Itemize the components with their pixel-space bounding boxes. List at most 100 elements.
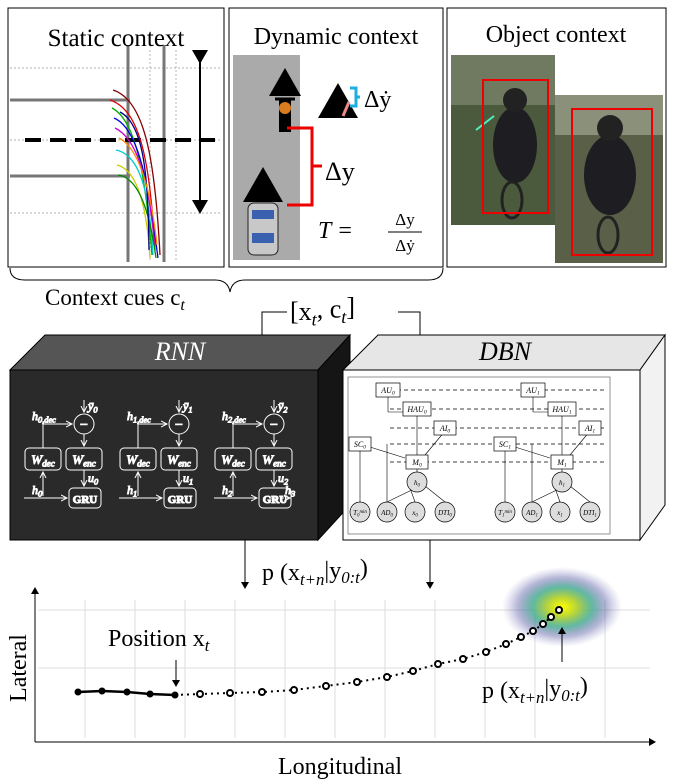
w-enc-label: Wenc <box>72 452 95 469</box>
text-part: 0 <box>424 410 427 416</box>
ybar-label: ȳ0 <box>87 399 98 415</box>
text-part: 3 <box>290 490 295 499</box>
text-part: 1 <box>188 406 192 415</box>
text-part: W <box>72 452 84 467</box>
text-part: 0 <box>449 513 452 518</box>
text-part: [x <box>290 297 312 326</box>
plot: Position xt p (xt+n|y0:t) Lateral Longit… <box>6 567 656 780</box>
text-part: u <box>278 471 284 485</box>
dbn-node <box>348 436 372 452</box>
output-label: p (xt+n|y0:t) <box>262 556 368 589</box>
prediction-label: p (xt+n|y0:t) <box>482 674 588 707</box>
dbn-node-label: HAU0 <box>406 405 426 416</box>
object-panel: Object context <box>446 7 667 268</box>
text-part: AU <box>380 386 393 395</box>
text-part: 2,dec <box>228 416 246 425</box>
text-part: p (x <box>482 678 520 704</box>
h-dec-label: h0,dec <box>32 409 56 425</box>
dbn-node-label: AI1 <box>584 424 596 435</box>
ttc-lhs: T = <box>318 218 353 244</box>
text-part: M <box>411 458 420 467</box>
h-label: h0 <box>32 483 43 499</box>
minus-sign: − <box>175 418 183 433</box>
text-part: 0 <box>392 391 395 397</box>
rnn-title: RNN <box>154 337 207 366</box>
dbn-node <box>520 382 546 398</box>
text-part: AD <box>380 509 390 517</box>
text-part: 1 <box>569 410 572 416</box>
text-part: 1 <box>133 490 137 499</box>
edge <box>137 424 167 448</box>
h-dec-label: h2,dec <box>222 409 246 425</box>
text-part: t <box>341 307 347 327</box>
text-part: 0 <box>38 490 43 499</box>
text-part: dec <box>232 459 245 469</box>
edge <box>232 424 262 448</box>
brace <box>9 267 444 293</box>
text-part: h <box>559 479 563 487</box>
text-part: Position x <box>108 626 205 652</box>
text-part: HAU <box>406 405 425 414</box>
panel-title: Object context <box>486 22 627 48</box>
dbn-edge <box>424 485 446 503</box>
x-axis-label: Longitudinal <box>278 754 402 780</box>
text-part: 1 <box>563 483 565 488</box>
text-part: 2 <box>228 490 232 499</box>
text-part: x <box>411 509 416 517</box>
text-part: h <box>127 409 133 423</box>
text-part: h <box>285 483 291 497</box>
dbn-edge <box>369 446 406 459</box>
text-part: DTI <box>437 509 450 517</box>
text-part: dec <box>137 459 150 469</box>
w-dec-label: Wdec <box>221 452 244 469</box>
input-label: [xt, ct] <box>290 292 355 329</box>
gru-box <box>163 487 197 509</box>
text-part: |y <box>544 676 561 702</box>
y-axis-label: Lateral <box>6 634 32 702</box>
text-part: W <box>221 452 233 467</box>
ttc-den: Δẏ <box>395 236 415 255</box>
context-cues: Context cues ct <box>45 285 185 314</box>
text-part: SC <box>499 440 509 449</box>
text-part: h <box>32 483 38 497</box>
text-part: h <box>32 409 38 423</box>
text-part: , c <box>317 295 342 324</box>
delta-y: Δy <box>325 157 355 186</box>
text-part: T <box>353 509 358 517</box>
dbn-title: DBN <box>478 337 533 366</box>
text-part: ȳ <box>87 399 94 413</box>
text-part: 0 <box>94 478 99 487</box>
dbn-node <box>578 420 602 436</box>
text-part: u <box>183 471 189 485</box>
minus-sign: − <box>80 418 88 433</box>
dbn-node <box>494 501 516 523</box>
text-part: HAU <box>551 405 570 414</box>
text-part: ] <box>346 292 355 321</box>
h-label: h2 <box>222 483 232 499</box>
text-part: W <box>167 452 179 467</box>
u-label: u1 <box>183 471 193 487</box>
text-part: enc <box>273 459 286 469</box>
dbn-node <box>375 382 401 398</box>
dbn-node <box>549 501 571 523</box>
text-part: 0 <box>390 513 393 518</box>
dbn-node <box>402 401 432 417</box>
dbn-edge <box>569 485 591 503</box>
text-part: min <box>360 510 368 515</box>
text-part: SC <box>354 440 364 449</box>
text-part: 0 <box>415 513 418 518</box>
dbn-edge <box>514 446 551 459</box>
text-part: h <box>127 483 133 497</box>
h-out-label: h3 <box>285 483 295 499</box>
text-part: 1 <box>560 513 562 518</box>
dbn-node <box>406 471 428 493</box>
dbn-node-label: SC0 <box>354 440 366 451</box>
ttc-num: Δy <box>395 210 415 229</box>
dbn-node-label: M0 <box>411 458 422 469</box>
text-part: 0:t <box>341 568 360 587</box>
text-part: ) <box>580 674 588 700</box>
dbn-node-label: AU1 <box>525 386 540 397</box>
u-label: u2 <box>278 471 288 487</box>
dbn-node-label: T0min <box>353 509 367 518</box>
